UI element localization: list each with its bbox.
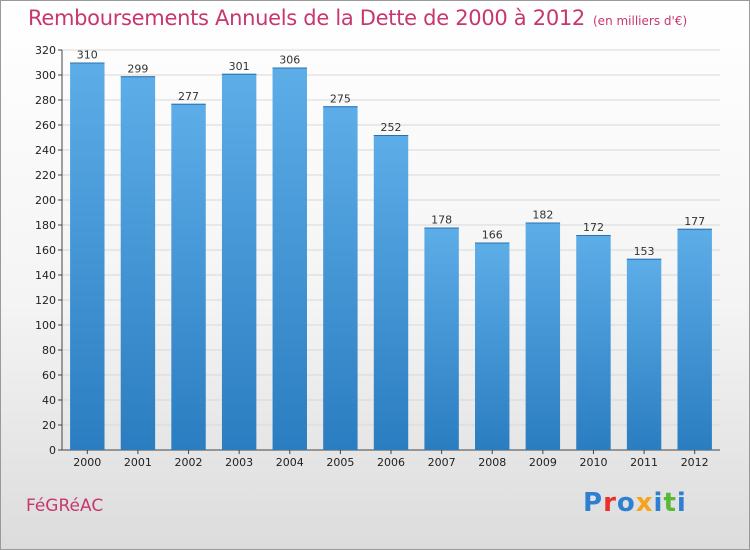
bar bbox=[120, 76, 156, 450]
y-tick-label: 200 bbox=[35, 194, 56, 207]
bar bbox=[70, 62, 105, 450]
bar bbox=[525, 222, 561, 450]
y-tick-label: 180 bbox=[35, 219, 56, 232]
x-tick-label: 2005 bbox=[326, 456, 354, 469]
logo-letter: i bbox=[653, 488, 664, 518]
bar bbox=[272, 67, 307, 450]
bar-value-label: 178 bbox=[431, 214, 452, 227]
logo-letter: P bbox=[583, 488, 604, 518]
bar bbox=[626, 258, 662, 450]
chart-title: Remboursements Annuels de la Dette de 20… bbox=[28, 6, 687, 30]
y-tick-label: 260 bbox=[35, 119, 56, 132]
y-tick-label: 280 bbox=[35, 94, 56, 107]
x-tick-label: 2003 bbox=[225, 456, 253, 469]
proxiti-logo[interactable]: Proxiti bbox=[583, 488, 687, 518]
y-tick-label: 300 bbox=[35, 69, 56, 82]
y-tick-label: 320 bbox=[35, 44, 56, 57]
logo-letter: x bbox=[635, 488, 654, 518]
y-tick-label: 100 bbox=[35, 319, 56, 332]
logo-letter: r bbox=[603, 488, 617, 518]
bar bbox=[475, 242, 510, 450]
x-tick-label: 2002 bbox=[175, 456, 203, 469]
bar bbox=[677, 228, 712, 450]
x-tick-label: 2000 bbox=[73, 456, 101, 469]
bars bbox=[70, 62, 712, 450]
y-tick-label: 160 bbox=[35, 244, 56, 257]
commune-name: FéGRéAC bbox=[26, 496, 104, 516]
bar-value-label: 182 bbox=[532, 209, 553, 222]
value-labels: 310 299 277 301 306 275 252 178 166 182 172 153 177 bbox=[77, 49, 705, 258]
bar-value-label: 172 bbox=[583, 221, 604, 234]
bar-value-label: 252 bbox=[381, 121, 402, 134]
y-tick-label: 60 bbox=[42, 369, 56, 382]
x-tick-label: 2012 bbox=[681, 456, 709, 469]
y-tick-label: 220 bbox=[35, 169, 56, 182]
bar-value-label: 166 bbox=[482, 229, 503, 242]
bar bbox=[221, 73, 257, 450]
logo-letter: o bbox=[616, 488, 636, 518]
x-tick-label: 2011 bbox=[630, 456, 658, 469]
x-tick-label: 2001 bbox=[124, 456, 152, 469]
x-tick-label: 2004 bbox=[276, 456, 304, 469]
x-tick-label: 2006 bbox=[377, 456, 405, 469]
bar bbox=[424, 227, 459, 450]
bar-value-label: 310 bbox=[77, 49, 98, 62]
x-tick-label: 2009 bbox=[529, 456, 557, 469]
y-tick-label: 120 bbox=[35, 294, 56, 307]
y-tick-label: 20 bbox=[42, 419, 56, 432]
bar-value-label: 277 bbox=[178, 90, 199, 103]
logo-letter: i bbox=[676, 488, 687, 518]
bar-value-label: 301 bbox=[229, 60, 250, 73]
bar-value-label: 153 bbox=[634, 245, 655, 258]
y-tick-label: 40 bbox=[42, 394, 56, 407]
x-tick-label: 2008 bbox=[478, 456, 506, 469]
logo-letter: t bbox=[663, 488, 677, 518]
bar bbox=[576, 235, 611, 450]
bar bbox=[171, 103, 206, 450]
title-unit: (en milliers d'€) bbox=[593, 14, 688, 28]
bar-value-label: 299 bbox=[127, 62, 148, 75]
y-tick-label: 240 bbox=[35, 144, 56, 157]
bar-value-label: 306 bbox=[279, 54, 300, 67]
bar-value-label: 177 bbox=[684, 215, 705, 228]
bar-value-label: 275 bbox=[330, 92, 351, 105]
bar bbox=[323, 106, 358, 450]
y-tick-label: 80 bbox=[42, 344, 56, 357]
y-tick-label: 0 bbox=[49, 444, 56, 457]
y-tick-label: 140 bbox=[35, 269, 56, 282]
title-text: Remboursements Annuels de la Dette de 20… bbox=[28, 6, 585, 30]
bar bbox=[373, 135, 409, 450]
x-tick-label: 2010 bbox=[579, 456, 607, 469]
x-tick-label: 2007 bbox=[428, 456, 456, 469]
